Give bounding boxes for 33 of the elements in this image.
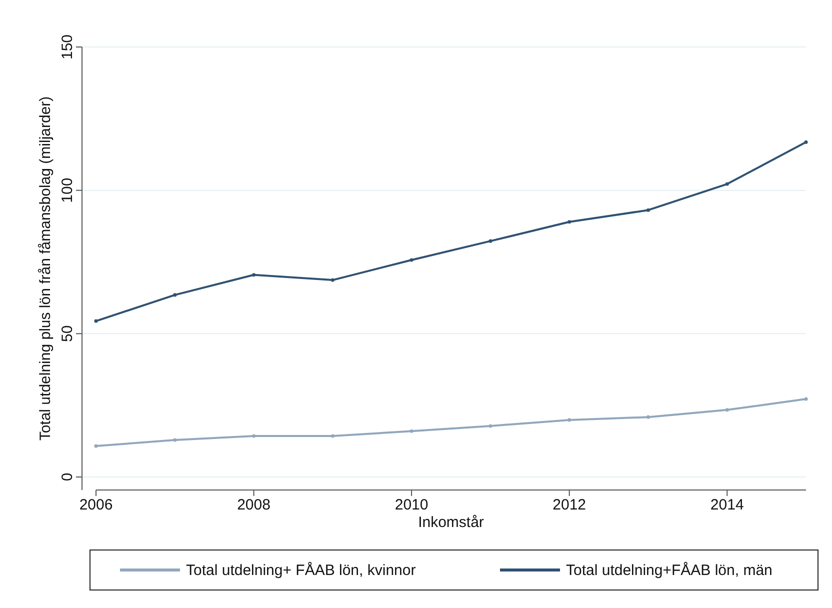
point [252,434,256,438]
y-tick-label: 150 [59,34,76,60]
point [646,415,650,419]
y-tick-label: 50 [59,325,76,342]
legend-label: Total utdelning+ FÅAB lön, kvinnor [186,561,416,579]
y-axis-title: Total utdelning plus lön från fåmansbolag (miljarder) [37,96,54,441]
x-tick-label: 2014 [710,496,744,514]
point [568,220,572,224]
point [410,429,414,433]
x-tick-label: 2012 [552,496,586,514]
x-axis-title: Inkomstår [418,514,484,531]
point [568,418,572,422]
point [725,182,729,186]
point [330,434,334,438]
point [725,408,729,412]
point [94,444,98,448]
x-tick-label: 2006 [79,496,113,514]
point [330,278,334,282]
point [804,397,808,401]
point [804,140,808,144]
point [488,424,492,428]
x-tick-label: 2010 [394,496,428,514]
legend-label: Total utdelning+FÅAB lön, män [566,561,772,579]
point [646,208,650,212]
x-tick-label: 2008 [237,496,270,514]
point [173,438,177,442]
point [488,239,492,243]
y-tick-label: 0 [59,472,76,482]
point [94,319,98,323]
point [173,293,177,297]
point [410,258,414,262]
y-tick-label: 100 [59,178,76,203]
point [252,273,256,277]
